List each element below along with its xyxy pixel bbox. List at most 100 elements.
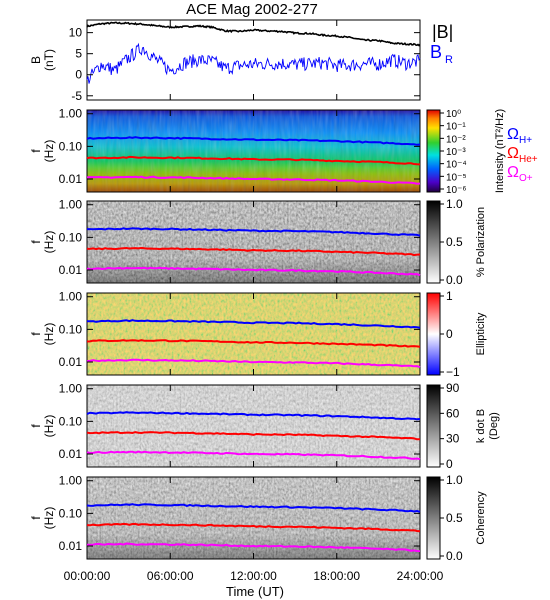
spectrum-gyro-lines (86, 136, 421, 185)
polarization-gyro-lines (86, 227, 421, 277)
legend-omega-he: Ω (507, 145, 519, 162)
gyro-h-line (86, 136, 421, 146)
ellipticity-ylabel-unit: (Hz) (42, 323, 56, 346)
y-tick-label: 0.01 (59, 355, 83, 369)
y-tick-label: 1.00 (59, 474, 83, 488)
legend-b-total: |B| (432, 22, 453, 42)
colorbar-tick-label: 10⁻⁵ (446, 172, 467, 183)
kdotb-colorbar-label-2: (Deg) (488, 412, 500, 440)
polarization-colorbar-label: % Polarization (475, 207, 487, 277)
colorbar-tick-label: 1.0 (446, 473, 463, 487)
gyro-he-line (86, 431, 421, 441)
kdotb-y-ticks: 1.00 0.10 0.01 (59, 382, 420, 461)
colorbar-tick-label: 0.5 (446, 511, 463, 525)
coherency-colorbar-ticks: 1.0 0.5 0.0 (440, 473, 463, 563)
legend-b-r-sub: R (445, 54, 453, 66)
legend-o-sub: O+ (519, 173, 533, 184)
y-tick-label: 0.10 (59, 506, 83, 520)
colorbar-tick-label: 10⁻⁶ (446, 185, 467, 196)
series-b-total (86, 21, 421, 47)
coherency-gyro-lines (86, 503, 421, 553)
colorbar-tick-label: 10⁰ (446, 109, 461, 120)
polarization-colorbar (426, 200, 441, 284)
panel-ellipticity: 1.00 0.10 0.01 f (Hz) 1 0 −1 Ellipticity (29, 289, 487, 379)
legend-h-sub: H+ (519, 135, 532, 146)
bfield-ylabel-unit: (nT) (42, 49, 56, 71)
colorbar-tick-label: 0.5 (446, 235, 463, 249)
colorbar-tick-label: 60 (446, 406, 460, 420)
x-tick-label: 06:00:00 (147, 569, 194, 583)
bfield-legend: |B| B R (430, 22, 453, 66)
ellipticity-colorbar (426, 292, 441, 376)
y-tick-label: 0.01 (59, 539, 83, 553)
gyro-h-line (87, 227, 421, 237)
y-tick-label: 0.10 (59, 414, 83, 428)
panel-bfield: 10 5 0 -5 B (nT) |B| B R (29, 19, 453, 103)
bfield-plot-area (86, 21, 421, 84)
colorbar-tick-label: 1.0 (446, 197, 463, 211)
y-tick-label: 0.01 (59, 172, 83, 186)
colorbar-tick-label: 0.0 (446, 273, 463, 287)
bfield-y-ticks: 10 5 0 -5 (69, 26, 420, 103)
ellipticity-colorbar-ticks: 1 0 −1 (440, 289, 460, 379)
gyro-o-line (86, 450, 421, 461)
x-axis-label: Time (UT) (226, 584, 284, 599)
y-tick-label: 1.00 (59, 382, 83, 396)
x-axis-ticks: 00:00:00 06:00:00 12:00:00 18:00:00 24:00:00 (64, 20, 444, 583)
y-tick-label: 0.10 (59, 322, 83, 336)
bfield-y-tick-label: 0 (75, 68, 82, 82)
kdotb-colorbar-ticks: 90 60 30 0 (440, 381, 460, 471)
colorbar-tick-label: 0 (446, 457, 453, 471)
coherency-ylabel-unit: (Hz) (42, 507, 56, 530)
colorbar-tick-label: 10⁻¹ (446, 122, 466, 133)
kdotb-colorbar-label-1: k dot B (475, 409, 487, 443)
colorbar-tick-label: 0.0 (446, 549, 463, 563)
y-tick-label: 0.10 (59, 230, 83, 244)
gyro-o-line (86, 358, 421, 369)
spectrum-colorbar (426, 109, 441, 193)
polarization-ylabel-unit: (Hz) (42, 231, 56, 254)
x-tick-label: 00:00:00 (64, 569, 111, 583)
kdotb-colorbar (426, 384, 441, 468)
x-tick-label: 18:00:00 (313, 569, 360, 583)
panel-spectrum: 1.000.100.01 f (Hz) 10⁰10⁻¹10⁻²10⁻³10⁻⁴1… (29, 107, 538, 196)
panel-kdotb: 1.00 0.10 0.01 f (Hz) 90 60 30 0 k dot B (Deg… (29, 381, 500, 471)
ellipticity-gyro-lines (86, 319, 421, 369)
spectrum-colorbar-ticks: 10⁰ 10⁻¹10⁻² 10⁻³ 10⁻⁴10⁻⁵ 10⁻⁶ (440, 109, 467, 196)
gyro-o-line (86, 266, 421, 277)
series-b-r (86, 42, 421, 84)
spectrum-colorbar-label: Intensity (nT²/Hz) (494, 109, 506, 193)
legend-omega-o: Ω (507, 164, 519, 181)
x-tick-label: 24:00:00 (397, 569, 444, 583)
panel-polarization: 1.00 0.10 0.01 f (Hz) 1.0 0.5 0.0 % Polariza… (29, 197, 487, 287)
figure-title: ACE Mag 2002-277 (186, 1, 318, 18)
spectrum-y-ticks: 1.00 0.10 0.01 (59, 107, 420, 186)
bfield-y-tick-label: 5 (75, 47, 82, 61)
kdotb-ylabel-f: f (29, 424, 43, 428)
gyro-he-line (86, 339, 421, 348)
colorbar-tick-label: 30 (446, 432, 460, 446)
gyro-he-line (86, 522, 421, 533)
legend-b-r: B (430, 42, 442, 62)
y-tick-label: 1.00 (59, 107, 83, 121)
legend-omega-h: Ω (507, 126, 519, 143)
bfield-y-tick-label: 10 (69, 26, 83, 40)
colorbar-tick-label: −1 (446, 365, 460, 379)
kdotb-gyro-lines (86, 411, 421, 461)
gyro-legend: Ω H+ Ω He+ Ω O+ (507, 126, 538, 184)
bfield-ylabel-b: B (29, 56, 43, 64)
ellipticity-ylabel-f: f (29, 332, 43, 336)
kdotb-ylabel-unit: (Hz) (42, 415, 56, 438)
ellipticity-y-ticks: 1.00 0.10 0.01 (59, 290, 420, 369)
colorbar-tick-label: 10⁻⁴ (446, 160, 467, 171)
spectrum-ylabel-unit: (Hz) (42, 140, 56, 163)
colorbar-tick-label: 1 (446, 289, 453, 303)
gyro-h-line (86, 411, 421, 421)
gyro-h-line (87, 319, 421, 329)
coherency-ylabel-f: f (29, 516, 43, 520)
gyro-o-line (86, 542, 421, 553)
legend-he-sub: He+ (519, 154, 538, 165)
bfield-y-tick-label: -5 (71, 89, 82, 103)
coherency-colorbar-label: Coherency (475, 491, 487, 545)
